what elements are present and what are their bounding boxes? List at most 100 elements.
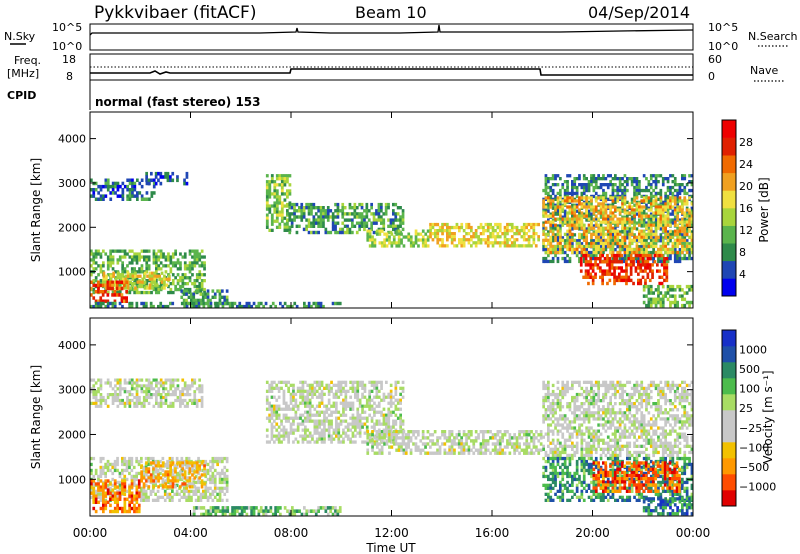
velocity-cell (99, 459, 103, 464)
power-cell (606, 238, 610, 242)
power-cell (384, 209, 388, 213)
power-cell (131, 188, 134, 192)
power-cell (664, 226, 667, 230)
power-cell (544, 203, 548, 207)
power-cell (587, 263, 590, 267)
power-cell (414, 232, 418, 236)
velocity-cell (289, 431, 293, 435)
power-cell (414, 238, 418, 242)
power-cell (665, 275, 669, 279)
velocity-cell (140, 473, 143, 477)
power-cell (592, 230, 596, 234)
power-cell (130, 301, 134, 306)
power-cell (556, 245, 560, 249)
power-cell (102, 261, 105, 265)
velocity-cell (159, 404, 163, 408)
power-cell (594, 242, 598, 246)
y-tick-label: 3000 (58, 177, 86, 190)
colorbar-tick-label: 24 (739, 158, 753, 171)
power-cell (669, 221, 672, 225)
power-cell (551, 236, 555, 240)
power-cell (592, 194, 596, 199)
power-cell (649, 174, 653, 178)
power-cell (183, 282, 187, 286)
power-cell (626, 226, 629, 230)
power-cell (121, 197, 125, 201)
power-cell (120, 293, 124, 297)
power-cell (571, 223, 574, 227)
power-cell (690, 241, 694, 246)
power-cell (106, 255, 110, 259)
power-cell (642, 294, 646, 298)
velocity-cell (252, 509, 256, 513)
power-cell (135, 304, 139, 309)
velocity-cell (191, 464, 194, 468)
power-cell (628, 177, 632, 181)
power-cell (676, 238, 679, 242)
power-cell (651, 269, 654, 273)
velocity-cell (106, 378, 110, 382)
velocity-cell (275, 398, 279, 402)
velocity-cell (162, 390, 165, 394)
power-cell (118, 255, 122, 259)
power-cell (312, 301, 316, 306)
velocity-cell (233, 512, 237, 517)
power-cell (657, 174, 660, 178)
power-cell (380, 218, 383, 222)
power-cell (547, 199, 550, 203)
power-cell (664, 208, 667, 212)
power-cell (681, 217, 684, 221)
power-cell (506, 232, 509, 236)
power-cell (657, 208, 660, 212)
power-cell (319, 209, 323, 213)
power-cell (149, 304, 153, 309)
velocity-cell (161, 480, 165, 485)
velocity-cell (206, 471, 210, 476)
power-cell (614, 208, 617, 212)
power-cell (602, 217, 605, 221)
velocity-cell (162, 473, 165, 477)
power-cell (585, 196, 588, 200)
power-cell (685, 218, 689, 222)
power-cell (124, 274, 128, 278)
power-cell (654, 300, 658, 305)
power-cell (554, 247, 557, 252)
power-cell (571, 247, 574, 252)
power-cell (104, 283, 107, 288)
velocity-cell (99, 485, 103, 489)
power-cell (673, 300, 677, 305)
power-cell (657, 226, 660, 230)
velocity-cell (164, 387, 168, 391)
power-cell (302, 209, 306, 213)
power-cell (626, 236, 629, 240)
power-cell (649, 284, 653, 289)
velocity-cell (94, 381, 98, 385)
power-cell (383, 238, 386, 242)
power-cell (549, 185, 553, 190)
power-cell (143, 280, 147, 284)
power-cell (685, 300, 689, 305)
power-cell (573, 247, 577, 252)
velocity-cell (218, 489, 222, 493)
radar-title: Pykkvibaer (fitACF) (94, 3, 256, 23)
velocity-cell (92, 395, 96, 400)
power-cell (99, 301, 103, 306)
velocity-cell (137, 485, 141, 489)
velocity-cell (211, 489, 215, 493)
power-cell (561, 208, 565, 212)
power-cell (630, 232, 634, 236)
power-cell (363, 218, 366, 222)
colorbar-tick-label: 12 (739, 224, 753, 237)
velocity-cell (164, 473, 168, 477)
power-cell (506, 244, 509, 248)
power-cell (106, 304, 110, 309)
power-cell (225, 298, 229, 303)
power-cell (123, 280, 126, 284)
velocity-cell (197, 506, 201, 510)
power-cell (195, 252, 199, 256)
power-cell (109, 252, 112, 256)
power-cell (101, 283, 105, 288)
power-cell (614, 188, 617, 193)
power-cell (609, 196, 612, 200)
power-cell (614, 194, 617, 199)
